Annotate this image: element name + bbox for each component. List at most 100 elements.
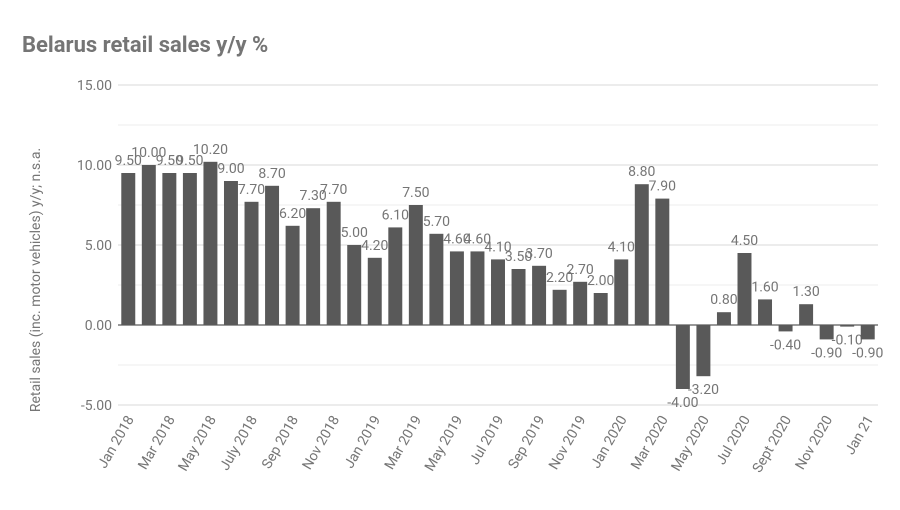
value-label: 7.90 (649, 179, 676, 195)
value-label: 8.70 (258, 166, 285, 182)
bar (573, 281, 588, 325)
bar (285, 225, 300, 325)
x-tick-label: July 2018 (217, 413, 261, 473)
value-label: 8.80 (628, 164, 655, 180)
value-label: 2.20 (546, 270, 573, 286)
value-label: 1.60 (751, 279, 778, 295)
value-label: 2.00 (587, 273, 614, 289)
bar (840, 325, 855, 327)
bar (429, 233, 444, 325)
y-tick-label: -5.00 (81, 398, 112, 414)
x-tick-label: May 2019 (422, 413, 467, 474)
bar (675, 325, 690, 389)
value-label: -0.90 (811, 345, 842, 361)
bar (203, 161, 218, 325)
bar (819, 325, 834, 340)
bar (737, 253, 752, 325)
bar (449, 251, 464, 325)
bar (470, 251, 485, 325)
value-label: 4.20 (361, 238, 388, 254)
x-tick-label: Mar 2018 (135, 413, 179, 473)
value-label: 7.70 (320, 182, 347, 198)
y-tick-label: 0.00 (85, 318, 112, 334)
bar (162, 173, 177, 325)
value-label: 4.50 (731, 233, 758, 249)
bar (696, 325, 711, 377)
value-label: 3.50 (505, 249, 532, 265)
value-label: 2.70 (567, 262, 594, 278)
bar (552, 289, 567, 325)
value-label: -0.90 (852, 345, 883, 361)
bar (182, 173, 197, 325)
x-tick-label: Nov 2019 (546, 413, 590, 473)
value-label: 5.00 (341, 225, 368, 241)
value-label: -4.00 (667, 395, 698, 411)
x-tick-label: Mar 2020 (628, 413, 672, 473)
value-label: 5.70 (423, 214, 450, 230)
y-tick-label: 10.00 (77, 158, 112, 174)
value-label: 7.30 (299, 188, 326, 204)
x-tick-label: Mar 2019 (382, 413, 426, 473)
y-tick-label: 15.00 (77, 78, 112, 94)
value-label: 4.60 (443, 231, 470, 247)
x-tick-label: May 2020 (668, 413, 713, 474)
value-label: 7.70 (238, 182, 265, 198)
bar (634, 184, 649, 325)
bar (614, 259, 629, 325)
value-label: 4.60 (464, 231, 491, 247)
y-axis-label: Retail sales (inc. motor vehicles) y/y; … (28, 148, 44, 412)
value-label: 4.10 (608, 239, 635, 255)
bar (799, 304, 814, 325)
value-label: 7.50 (402, 185, 429, 201)
value-label: 4.10 (484, 239, 511, 255)
bar (326, 201, 341, 325)
value-label: 10.20 (193, 142, 228, 158)
bar (408, 205, 423, 325)
bar (511, 269, 526, 325)
bar (121, 173, 136, 325)
y-tick-label: 5.00 (85, 238, 112, 254)
bar (306, 208, 321, 325)
value-label: 3.70 (525, 246, 552, 262)
x-tick-label: May 2018 (175, 413, 220, 474)
value-label: 10.00 (131, 145, 166, 161)
bar (265, 185, 280, 325)
value-label: 9.50 (156, 153, 183, 169)
bar (758, 299, 773, 325)
bar (655, 198, 670, 325)
value-label: -3.20 (688, 382, 719, 398)
x-tick-label: Jul 2020 (713, 413, 754, 468)
x-tick-label: Sep 2019 (505, 413, 548, 472)
bar (388, 227, 403, 325)
bar (532, 265, 547, 325)
x-tick-label: Jul 2019 (467, 413, 508, 468)
bar (716, 312, 731, 325)
x-tick-label: Jan 2018 (95, 413, 138, 471)
bar (491, 259, 505, 325)
value-label: 9.50 (176, 153, 203, 169)
value-label: 9.00 (217, 161, 244, 177)
value-label: 6.10 (382, 207, 409, 223)
x-tick-label: Jan 2020 (588, 413, 631, 471)
bar (141, 165, 156, 325)
x-tick-label: Jan 2019 (341, 413, 384, 471)
value-label: -0.40 (770, 337, 801, 353)
bar (860, 325, 875, 340)
bar (593, 293, 608, 325)
bar (778, 325, 793, 332)
chart-title: Belarus retail sales y/y % (22, 33, 268, 58)
x-tick-label: Nov 2018 (299, 413, 343, 473)
bar (347, 245, 362, 325)
bar (244, 201, 259, 325)
value-label: -0.10 (832, 333, 863, 349)
x-tick-label: Sep 2018 (259, 413, 302, 472)
value-label: 9.50 (115, 153, 142, 169)
x-tick-label: Nov 2020 (792, 413, 836, 473)
bar (223, 181, 238, 325)
bar (367, 257, 382, 325)
value-label: 1.30 (792, 284, 819, 300)
x-tick-label: Jan 21 (842, 413, 877, 458)
value-label: 0.80 (710, 292, 737, 308)
